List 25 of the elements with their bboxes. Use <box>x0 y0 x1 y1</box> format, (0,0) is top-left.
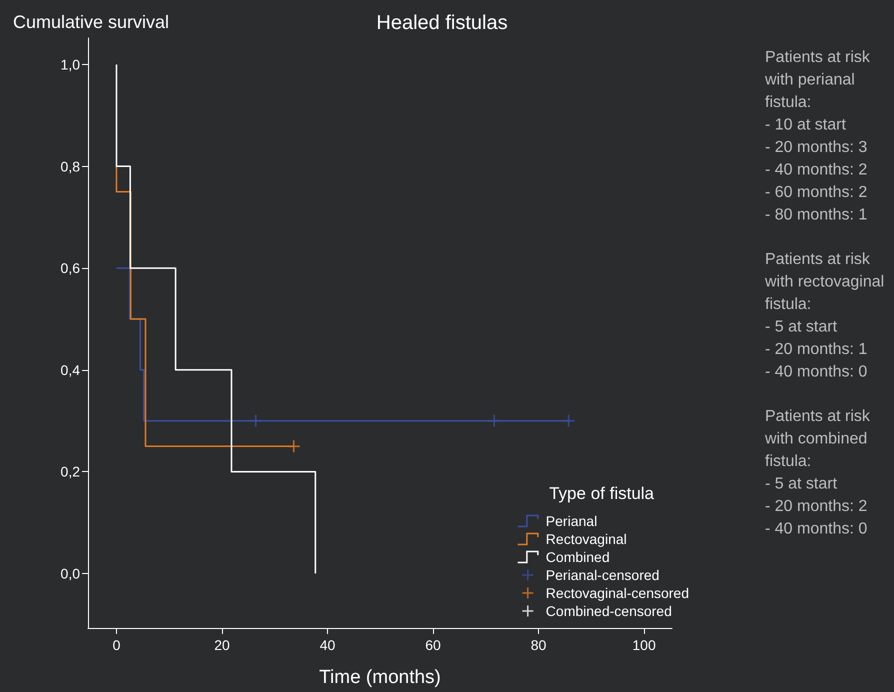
y-tick-label: 0,4 <box>60 362 80 378</box>
x-axis-title: Time (months) <box>319 667 441 688</box>
legend-label: Rectovaginal <box>546 531 627 547</box>
y-tick-label: 0,6 <box>60 260 80 276</box>
text: Patients at risk with combined fistula: - 5 at start - 20 months: 2 - 40 months: 0 <box>764 408 871 538</box>
legend-label: Combined <box>546 549 610 565</box>
y-tick-label: 0,0 <box>60 566 80 582</box>
legend-label: Perianal-censored <box>546 567 660 583</box>
x-tick-label: 40 <box>320 637 336 653</box>
legend-label: Rectovaginal-censored <box>546 585 690 601</box>
text: Patients at risk with rectovaginal fistula: - 5 at start - 20 months: 1 - 40 months: 0 <box>764 250 884 380</box>
x-tick-label: 100 <box>632 637 656 653</box>
legend-label: Combined-censored <box>546 603 672 619</box>
text: Patients at risk with perianal fistula: - 10 at start - 20 months: 3 - 40 months: 2 - 60 months: 2 - 80 months: 1 <box>764 48 871 224</box>
x-tick-label: 20 <box>214 637 230 653</box>
y-axis-title: Cumulative survival <box>13 12 170 32</box>
y-tick-label: 0,2 <box>60 464 80 480</box>
legend-label: Perianal <box>546 513 598 529</box>
y-tick-label: 0,8 <box>60 158 80 174</box>
x-tick-label: 80 <box>530 637 547 653</box>
x-tick-label: 0 <box>112 637 121 653</box>
legend-title: Type of fistula <box>549 484 655 503</box>
y-tick-label: 1,0 <box>60 56 80 72</box>
chart-title: Healed fistulas <box>376 12 508 34</box>
x-tick-label: 60 <box>425 637 442 653</box>
